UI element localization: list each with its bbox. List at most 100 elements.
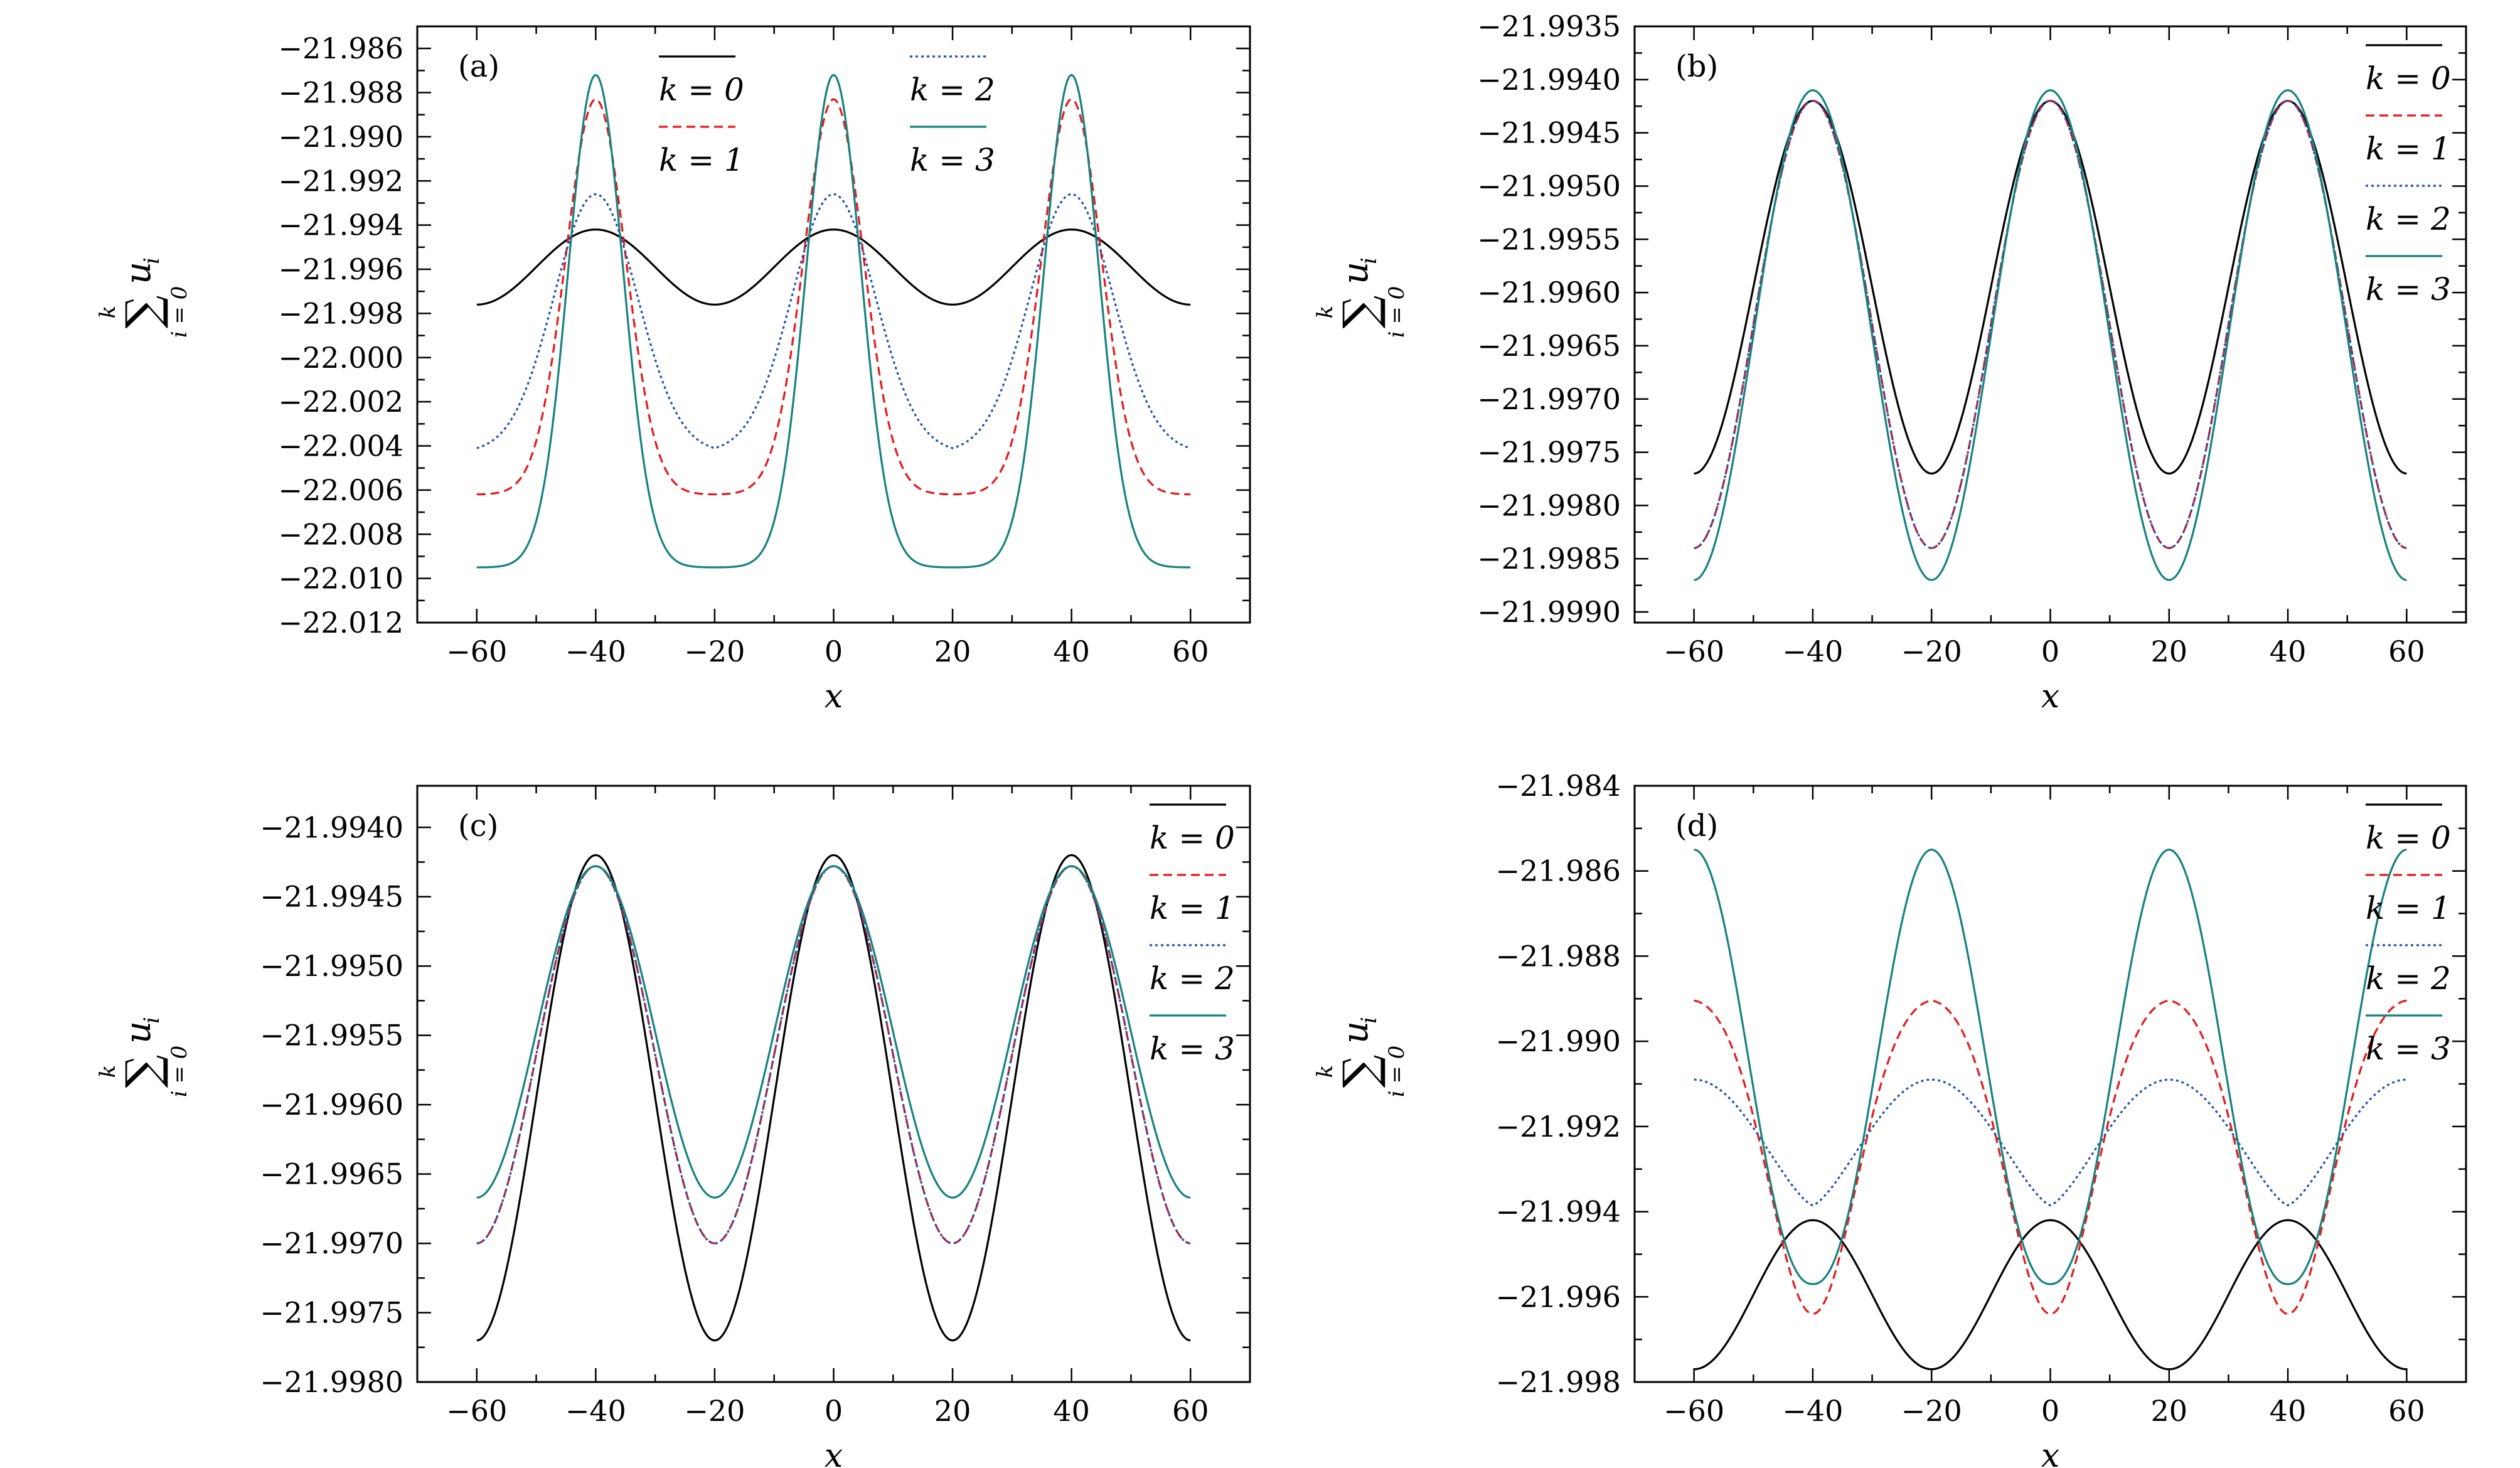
x-tick-label: 0 — [825, 1394, 843, 1428]
series-line-k-1 — [476, 865, 1191, 1245]
y-tick-label: −21.988 — [1496, 939, 1621, 973]
y-tick-label: −21.9970 — [1477, 382, 1621, 416]
y-tick-label: −21.9965 — [260, 1157, 403, 1191]
plot-frame — [1633, 25, 2467, 624]
ylabel-sum-symbol: ∑ — [1333, 1055, 1387, 1088]
y-tick-label: −21.998 — [1496, 1365, 1621, 1399]
x-tick-label: −60 — [1663, 635, 1724, 668]
x-tick-label: 40 — [1053, 1394, 1090, 1428]
y-tick-label: −21.9980 — [260, 1365, 403, 1399]
series-line-k-2 — [476, 865, 1191, 1245]
series-group — [476, 854, 1191, 1342]
x-axis-label: x — [2041, 1437, 2059, 1468]
y-tick-label: −21.996 — [1496, 1280, 1621, 1314]
chart-panel-c: −60 −40 −20 0 20 40 60 −21.9940 −21.9945 −21.9950… — [95, 785, 1251, 1468]
y-tick-label: −21.9975 — [1477, 436, 1621, 469]
y-tick-label: −22.000 — [279, 341, 404, 375]
x-tick-label: 60 — [2388, 1394, 2425, 1428]
x-tick-label: −40 — [565, 1394, 626, 1428]
y-tick-label: −21.990 — [279, 120, 404, 154]
x-tick-label: −40 — [1782, 635, 1843, 668]
y-tick-label: −21.988 — [279, 76, 404, 110]
y-tick-label: −21.9950 — [1477, 169, 1621, 203]
y-tick-label: −21.9940 — [260, 810, 403, 844]
y-tick-label: −21.9975 — [260, 1296, 403, 1330]
series-line-k-2 — [1694, 1078, 2407, 1207]
x-axis: −60 −40 −20 0 20 40 60 — [416, 786, 1251, 1428]
legend-label: k = 3 — [2366, 1031, 2451, 1067]
y-tick-label: −21.9940 — [1477, 63, 1621, 97]
legend-label: k = 2 — [1150, 960, 1235, 997]
legend: k = 0 k = 1 k = 2 k = 3 — [659, 55, 995, 178]
y-axis-label: k∑i = 0 ui — [1313, 1017, 1409, 1097]
ylabel-variable: u — [118, 262, 159, 284]
y-tick-label: −22.004 — [279, 429, 404, 463]
ylabel-subscript: i — [1357, 257, 1382, 264]
series-line-k-3 — [1694, 849, 2407, 1285]
x-axis: −60 −40 −20 0 20 40 60 — [1633, 26, 2467, 668]
legend-label: k = 0 — [2366, 60, 2451, 97]
x-tick-label: 40 — [2270, 635, 2307, 668]
series-line-k-1 — [476, 98, 1191, 496]
series-line-k-0 — [1694, 1219, 2407, 1371]
y-tick-label: −21.992 — [279, 164, 404, 198]
legend-label: k = 0 — [659, 72, 744, 108]
y-tick-label: −21.986 — [1496, 854, 1621, 888]
series-line-k-1 — [1694, 100, 2407, 549]
y-axis-label: k∑i = 0 ui — [1313, 257, 1409, 338]
y-tick-label: −21.9950 — [260, 949, 403, 983]
series-line-k-0 — [1694, 100, 2407, 475]
ylabel-upper-limit: k — [1313, 1065, 1338, 1078]
legend-label: k = 3 — [1150, 1031, 1235, 1067]
chart-panel-a: −60 −40 −20 0 20 40 60−21.986−21.988−21.990−21… — [95, 25, 1251, 715]
y-axis-label: k∑i = 0 ui — [95, 1017, 192, 1097]
series-group — [476, 73, 1191, 569]
y-tick-label: −21.9955 — [1477, 222, 1621, 256]
y-axis: −21.984 −21.986 −21.988 −21.990 −21.992 −21.9… — [1496, 769, 2466, 1399]
x-tick-label: 20 — [934, 635, 971, 668]
ylabel-subscript: i — [139, 1017, 164, 1024]
x-tick-label: −60 — [446, 1394, 507, 1428]
legend-label: k = 3 — [910, 142, 995, 178]
y-tick-label: −21.992 — [1496, 1110, 1621, 1144]
x-tick-label: 60 — [1172, 1394, 1209, 1428]
legend-label: k = 2 — [2366, 201, 2451, 237]
x-tick-label: 40 — [2270, 1394, 2307, 1428]
y-axis-label: k∑i = 0 ui — [95, 257, 192, 338]
ylabel-subscript: i — [1357, 1017, 1382, 1024]
legend-label: k = 1 — [2366, 890, 2451, 926]
chart-panel-d: −60 −40 −20 0 20 40 60−21.984−21.986−21.988−21… — [1313, 769, 2467, 1468]
series-line-k-3 — [476, 865, 1191, 1199]
legend-label: k = 3 — [2366, 271, 2451, 308]
x-axis-label: x — [825, 1437, 843, 1468]
x-axis: −60 −40 −20 0 20 40 60 — [416, 26, 1251, 668]
y-tick-label: −21.994 — [279, 208, 404, 242]
y-tick-label: −21.996 — [279, 252, 404, 286]
legend-label: k = 0 — [2366, 820, 2451, 856]
panel-label: (c) — [458, 808, 498, 844]
ylabel-lower-limit: i = 0 — [1384, 1046, 1409, 1098]
y-tick-label: −21.998 — [279, 296, 404, 330]
y-tick-label: −21.984 — [1496, 769, 1621, 803]
y-tick-label: −21.994 — [1496, 1195, 1621, 1229]
ylabel-lower-limit: i = 0 — [167, 1046, 192, 1098]
ylabel-upper-limit: k — [1313, 306, 1338, 319]
x-tick-label: 20 — [2151, 635, 2188, 668]
legend-label: k = 1 — [659, 142, 744, 178]
ylabel-sum-symbol: ∑ — [116, 1055, 170, 1088]
panel-label: (d) — [1675, 808, 1718, 844]
x-axis-label: x — [2041, 678, 2059, 715]
legend: k = 0 k = 1 k = 2 k = 3 — [2366, 44, 2451, 308]
y-tick-label: −21.9980 — [1477, 488, 1621, 522]
x-tick-label: −20 — [1901, 635, 1962, 668]
x-tick-label: −20 — [684, 635, 745, 668]
y-tick-label: −22.010 — [279, 562, 404, 596]
y-tick-label: −21.9935 — [1477, 9, 1621, 43]
y-tick-label: −22.002 — [279, 385, 404, 419]
plot-frame — [1633, 785, 2467, 1383]
y-tick-label: −21.9955 — [260, 1019, 403, 1053]
y-axis: −21.986 −21.988 −21.990 −21.992 −21.994 −21.9… — [279, 31, 1250, 640]
x-tick-label: 60 — [1172, 635, 1209, 668]
y-tick-label: −21.990 — [1496, 1024, 1621, 1058]
